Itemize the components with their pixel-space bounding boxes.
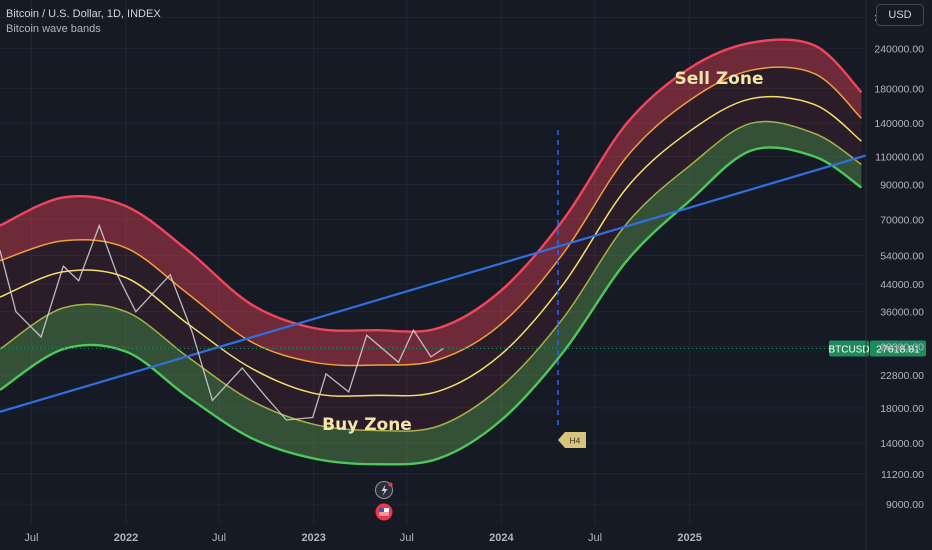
x-tick-label: Jul: [24, 532, 38, 544]
indicator-title: Bitcoin wave bands: [6, 23, 101, 35]
wave-band-line: [0, 146, 863, 466]
y-tick-label: 28000.00: [880, 342, 924, 354]
x-tick-label: Jul: [588, 532, 602, 544]
band-envelope-fill: [0, 39, 862, 465]
symbol-title: Bitcoin / U.S. Dollar, 1D, INDEX: [6, 8, 161, 20]
price-badge: [870, 340, 926, 357]
trendline: [0, 154, 867, 413]
wave-band-line: [0, 95, 862, 397]
event-marker-label: H4: [570, 436, 581, 446]
buy-zone-fill: [0, 121, 862, 465]
currency-button[interactable]: USD: [876, 4, 924, 26]
chart-grid: [0, 0, 866, 524]
y-tick-label: 44000.00: [880, 279, 924, 291]
y-tick-label: 9000.00: [886, 499, 924, 511]
x-tick-label: 2023: [301, 532, 325, 544]
price-line: [0, 223, 444, 421]
event-marker-layer: BTCUSD 27618.81 H4: [0, 130, 926, 448]
sell-zone-fill: [0, 39, 862, 366]
buy-zone-label: Buy Zone: [322, 415, 412, 435]
y-tick-label: 110000.00: [875, 152, 924, 164]
zone-fills: [0, 39, 862, 465]
y-tick-label: 36000.00: [880, 307, 924, 319]
y-tick-label: 90000.00: [880, 180, 924, 192]
x-tick-label: Jul: [400, 532, 414, 544]
x-tick-label: 2025: [677, 532, 701, 544]
y-tick-label: 18000.00: [880, 403, 924, 415]
zone-label-layer: Sell Zone Buy Zone: [322, 69, 763, 435]
flag-icon[interactable]: [375, 503, 393, 521]
y-tick-label: 140000.00: [874, 118, 924, 130]
wave-band-line: [0, 66, 862, 367]
y-tick-label: 70000.00: [880, 214, 924, 226]
wave-bands: [0, 38, 863, 466]
wave-band-line: [0, 120, 862, 432]
y-tick-label: 11200.00: [881, 469, 924, 481]
sell-zone-label: Sell Zone: [675, 69, 764, 89]
symbol-badge-label: BTCUSD: [828, 344, 869, 355]
wave-band-line: [0, 38, 863, 333]
price-layer: [0, 223, 444, 421]
x-tick-label: 2024: [489, 532, 514, 544]
x-tick-label: Jul: [212, 532, 226, 544]
y-tick-label: 54000.00: [880, 250, 924, 262]
price-badge-label: 27618.81: [876, 343, 920, 355]
y-tick-label: 22800.00: [880, 370, 924, 382]
x-tick-label: 2022: [114, 532, 138, 544]
bolt-icon[interactable]: [375, 481, 393, 499]
event-marker-tag: [557, 432, 586, 448]
y-tick-label: 180000.00: [874, 83, 924, 95]
y-tick-label: 14000.00: [880, 438, 924, 450]
symbol-badge: [829, 340, 869, 357]
y-tick-label: 240000.00: [874, 43, 924, 55]
trendline-layer: [0, 154, 867, 413]
